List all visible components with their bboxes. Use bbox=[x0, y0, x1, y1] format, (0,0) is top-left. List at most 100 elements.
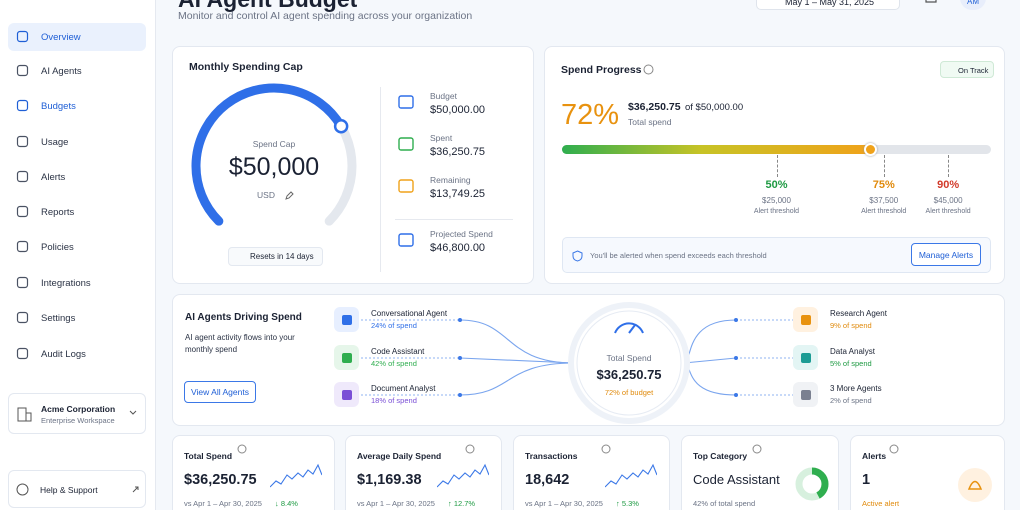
nav-label: Overview bbox=[41, 31, 81, 43]
metric-value: 1 bbox=[862, 472, 871, 488]
graphic bbox=[800, 352, 811, 363]
workspace-type: Enterprise Workspace bbox=[41, 416, 115, 425]
graphic bbox=[459, 319, 575, 364]
metric-title: Alerts bbox=[862, 451, 887, 461]
threshold-marker bbox=[948, 155, 950, 177]
nav-item[interactable]: Usage bbox=[8, 128, 146, 156]
graphic bbox=[683, 362, 737, 396]
graphic bbox=[341, 352, 352, 363]
metric-value: $1,169.38 bbox=[357, 472, 422, 488]
center-note: 72% of budget bbox=[604, 388, 654, 397]
graphic bbox=[398, 95, 414, 109]
graphic bbox=[398, 179, 414, 193]
nav-item[interactable]: AI Agents bbox=[8, 57, 146, 85]
of-budget: of $50,000.00 bbox=[685, 102, 744, 113]
nav-item[interactable]: Policies bbox=[8, 233, 146, 261]
threshold-amount: $25,000 bbox=[762, 196, 791, 205]
graphic bbox=[16, 347, 29, 360]
spent-caption: Total spend bbox=[628, 117, 672, 127]
agent-icon bbox=[793, 345, 818, 370]
nav-label: Budgets bbox=[41, 100, 76, 112]
nav-icon bbox=[16, 135, 29, 148]
graphic bbox=[398, 137, 414, 151]
item-label: Remaining bbox=[430, 175, 471, 185]
graphic bbox=[17, 407, 27, 422]
graphic bbox=[576, 310, 682, 416]
agent-share: 42% of spend bbox=[371, 359, 417, 368]
card-description: AI agent activity flows into your monthl… bbox=[185, 333, 295, 354]
page-subtitle: Monitor and control AI agent spending ac… bbox=[178, 10, 473, 22]
nav-item[interactable]: Reports bbox=[8, 198, 146, 226]
avatar[interactable]: AM bbox=[960, 0, 986, 10]
graphic bbox=[795, 467, 829, 501]
agent-share: 5% of spend bbox=[830, 359, 872, 368]
info-icon[interactable] bbox=[643, 64, 654, 75]
graphic bbox=[752, 444, 762, 454]
nav-item[interactable]: Settings bbox=[8, 304, 146, 332]
metric-card: Average Daily Spend $1,169.38 vs Apr 1 – A… bbox=[345, 435, 502, 510]
nav-label: Alerts bbox=[41, 171, 66, 183]
graphic bbox=[459, 357, 575, 364]
agent-icon bbox=[334, 307, 359, 332]
nav-label: Reports bbox=[41, 206, 75, 218]
graphic bbox=[16, 64, 29, 77]
info-icon[interactable] bbox=[237, 444, 247, 454]
edit-icon[interactable] bbox=[285, 191, 294, 200]
manage-alerts-button[interactable]: Manage Alerts bbox=[911, 243, 981, 266]
card-title: Spend Progress bbox=[561, 64, 642, 76]
graphic bbox=[16, 170, 29, 183]
threshold-percent: 75% bbox=[872, 179, 895, 191]
graphic bbox=[800, 314, 811, 325]
graphic bbox=[16, 240, 29, 253]
date-picker[interactable]: May 1 – May 31, 2025 bbox=[756, 0, 900, 10]
agents-card: AI Agents Driving Spend AI agent activit… bbox=[172, 294, 1005, 426]
graphic bbox=[601, 444, 611, 454]
sparkline bbox=[605, 463, 657, 488]
info-icon[interactable] bbox=[601, 444, 611, 454]
item-label: Projected Spend bbox=[430, 229, 493, 239]
progress-percent: 72% bbox=[561, 99, 620, 131]
nav-item[interactable]: Audit Logs bbox=[8, 340, 146, 368]
card-title: Monthly Spending Cap bbox=[189, 61, 303, 73]
help-icon bbox=[16, 483, 29, 496]
workspace-switcher[interactable]: Acme Corporation Enterprise Workspace bbox=[8, 393, 146, 434]
metric-change: ↑ 5.3% bbox=[616, 499, 639, 508]
donut bbox=[795, 467, 829, 501]
threshold-percent: 90% bbox=[937, 179, 960, 191]
metric-change: ↑ 12.7% bbox=[448, 499, 476, 508]
agent-icon bbox=[793, 382, 818, 407]
agent-share: 24% of spend bbox=[371, 321, 417, 330]
graphic bbox=[341, 314, 352, 325]
nav-item[interactable]: Budgets bbox=[8, 92, 146, 120]
metric-value: $36,250.75 bbox=[184, 472, 257, 488]
info-icon[interactable] bbox=[465, 444, 475, 454]
info-icon[interactable] bbox=[752, 444, 762, 454]
graphic bbox=[683, 357, 737, 364]
graphic bbox=[800, 314, 811, 325]
chevron bbox=[129, 410, 137, 415]
graphic bbox=[683, 319, 737, 364]
help-link[interactable]: Help & Support bbox=[8, 470, 146, 508]
view-agents-button[interactable]: View All Agents bbox=[184, 381, 256, 403]
metric-title: Average Daily Spend bbox=[357, 451, 442, 461]
nav-item[interactable]: Alerts bbox=[8, 163, 146, 191]
agent-name: Document Analyst bbox=[371, 384, 436, 393]
graphic bbox=[16, 483, 29, 496]
nav-item[interactable]: Integrations bbox=[8, 269, 146, 297]
graphic bbox=[398, 179, 414, 193]
agent-name: Code Assistant bbox=[371, 347, 425, 356]
metric-comparison: Active alert bbox=[862, 499, 900, 508]
progress-knob bbox=[864, 143, 878, 156]
threshold-label: Alert threshold bbox=[925, 208, 971, 215]
metric-comparison: vs Apr 1 – Apr 30, 2025 bbox=[357, 499, 435, 508]
graphic bbox=[398, 233, 414, 247]
graphic bbox=[16, 30, 29, 43]
nav-label: Audit Logs bbox=[41, 348, 86, 360]
flow-lines bbox=[361, 302, 818, 424]
nav-item[interactable]: Overview bbox=[8, 23, 146, 51]
center-label: Total Spend bbox=[606, 353, 652, 363]
bell-icon[interactable] bbox=[924, 0, 938, 6]
item-value: $13,749.25 bbox=[430, 188, 486, 200]
info-icon[interactable] bbox=[889, 444, 899, 454]
